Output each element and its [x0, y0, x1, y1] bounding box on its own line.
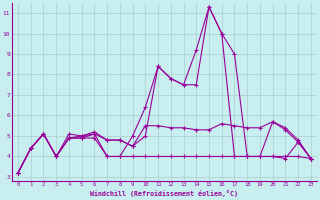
- X-axis label: Windchill (Refroidissement éolien,°C): Windchill (Refroidissement éolien,°C): [91, 190, 238, 197]
